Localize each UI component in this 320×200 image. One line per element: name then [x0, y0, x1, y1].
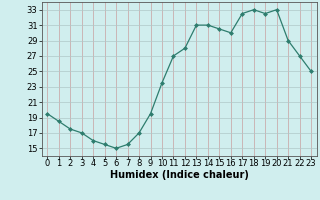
X-axis label: Humidex (Indice chaleur): Humidex (Indice chaleur) [110, 170, 249, 180]
